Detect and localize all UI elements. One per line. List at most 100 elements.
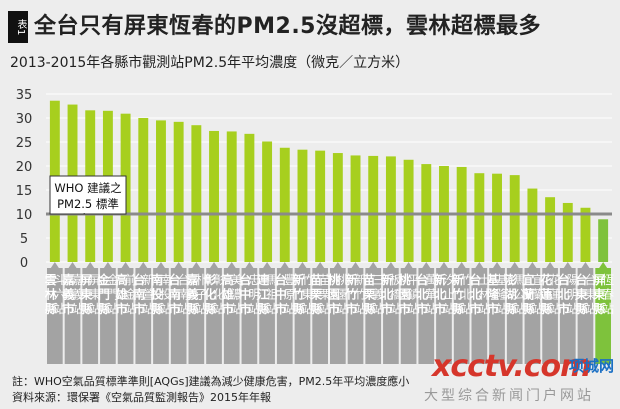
x-label-background	[100, 268, 116, 364]
x-label-background	[330, 268, 346, 364]
x-label-background	[294, 268, 311, 364]
y-tick-label: 15	[16, 184, 33, 199]
x-tick-label: 高雄市美濃站	[221, 272, 243, 316]
bar-26	[492, 173, 502, 262]
header: 表1 全台只有屏東恆春的PM2.5沒超標，雲林超標最多	[8, 8, 612, 48]
source-note: 資料來源：環保署《空氣品質監測報告》2015年年報	[12, 391, 271, 404]
x-label-background	[577, 268, 594, 364]
x-label-background	[347, 268, 364, 364]
x-tick-label: 彰化縣彰化站	[204, 272, 225, 316]
x-tick-label: 嘉義市嘉義站	[62, 272, 84, 316]
x-tick-marker	[86, 262, 95, 268]
x-tick-label: 台東縣台東站	[575, 272, 596, 316]
bar-15	[297, 149, 308, 262]
x-label-background	[188, 268, 205, 364]
annotation-text: PM2.5 標準	[57, 197, 119, 211]
x-tick-marker	[510, 262, 519, 268]
x-tick-label: 台南市台南站	[169, 272, 190, 316]
bar-28	[527, 188, 538, 262]
x-tick-marker	[139, 262, 148, 268]
bar-32	[598, 219, 609, 262]
x-tick-label: 基隆市基隆站	[486, 272, 508, 316]
watermark-logo: xcctv.com	[432, 349, 591, 384]
x-label-background	[276, 268, 293, 364]
x-tick-marker	[351, 262, 360, 268]
bar-19	[368, 155, 379, 262]
bar-25	[474, 173, 485, 262]
x-tick-marker	[475, 262, 484, 268]
bar-8	[173, 121, 184, 262]
x-tick-marker	[245, 262, 254, 268]
x-label-background	[82, 268, 99, 364]
x-tick-marker	[386, 262, 395, 268]
x-label-background	[559, 268, 576, 364]
bar-10	[209, 130, 219, 262]
bar-29	[545, 197, 556, 262]
x-tick-label: 新竹縣竹東站	[291, 272, 313, 316]
x-tick-label: 新竹市新竹站	[345, 272, 367, 316]
x-tick-marker	[210, 262, 219, 268]
x-tick-label: 台中市豐原站	[275, 272, 296, 316]
y-tick-label: 5	[20, 232, 28, 247]
x-tick-label: 苗栗縣三義站	[363, 272, 384, 316]
table-badge: 表1	[8, 11, 28, 43]
x-tick-marker	[298, 262, 307, 268]
x-tick-marker	[68, 262, 77, 268]
x-tick-marker	[404, 262, 413, 268]
x-tick-label: 屏東縣屏東站	[79, 273, 101, 316]
bar-9	[191, 125, 202, 262]
y-tick-label: 20	[16, 160, 33, 175]
x-tick-marker	[174, 262, 183, 268]
x-label-background	[47, 268, 63, 364]
x-tick-marker	[227, 262, 236, 268]
x-label-background	[383, 268, 399, 364]
x-label-background	[595, 268, 611, 364]
bar-7	[156, 120, 166, 263]
bar-chart: 0 5 10 15 20 25 30 35 WHO 建議之 PM2.5 標準雲林縣斗六站嘉義市嘉義…	[16, 88, 614, 364]
x-tick-label: 高雄市前金站	[115, 272, 137, 316]
x-tick-marker	[280, 262, 289, 268]
x-tick-label: 金門縣金門站	[97, 272, 119, 316]
x-label-background	[259, 268, 275, 364]
x-tick-marker	[121, 262, 130, 268]
bar-21	[403, 159, 414, 262]
x-tick-marker	[316, 262, 325, 268]
x-label-background	[400, 268, 417, 364]
bar-31	[580, 207, 591, 262]
x-tick-marker	[333, 262, 342, 268]
x-tick-marker	[50, 262, 59, 268]
x-tick-marker	[581, 262, 590, 268]
x-tick-label: 苗栗縣苗栗站	[310, 272, 331, 316]
y-tick-label: 0	[20, 256, 28, 271]
x-tick-label: 連江縣馬祖站	[257, 272, 278, 316]
x-label-background	[506, 268, 523, 364]
x-tick-marker	[546, 262, 555, 268]
footnote: 註：WHO空氣品質標準準則[AQGs]建議為減少健康危害，PM2.5年平均濃度應…	[12, 375, 410, 388]
x-label-background	[453, 268, 470, 364]
chart-subtitle: 2013-2015年各縣市觀測站PM2.5年平均濃度（微克／立方米）	[10, 55, 410, 71]
watermark-tagline: 大型综合新闻门户网站	[424, 388, 594, 404]
x-tick-marker	[369, 262, 378, 268]
chart-title: 全台只有屏東恆春的PM2.5沒超標，雲林超標最多	[34, 14, 541, 39]
x-tick-label: 屏東縣恆春站	[592, 273, 614, 316]
annotation-box	[49, 175, 127, 215]
x-tick-marker	[599, 262, 608, 268]
x-tick-label: 南投縣南投站	[151, 272, 172, 316]
x-tick-marker	[563, 262, 572, 268]
x-label-background	[312, 268, 328, 364]
bar-27	[509, 175, 520, 262]
x-tick-label: 花蓮縣花蓮站	[540, 272, 561, 316]
x-tick-marker	[439, 262, 448, 268]
y-tick-label: 30	[16, 112, 33, 127]
x-label-background	[206, 268, 222, 364]
y-tick-label: 25	[16, 136, 33, 151]
x-label-background	[64, 268, 81, 364]
x-tick-label: 台中市忠明站	[239, 272, 260, 316]
bar-6	[138, 118, 149, 262]
x-tick-label: 台北市士林站	[469, 272, 490, 316]
x-label-background	[365, 268, 382, 364]
x-label-background	[117, 268, 134, 364]
x-tick-marker	[493, 262, 502, 268]
x-tick-label: 雲林縣斗六站	[45, 273, 66, 316]
bar-30	[562, 202, 573, 262]
